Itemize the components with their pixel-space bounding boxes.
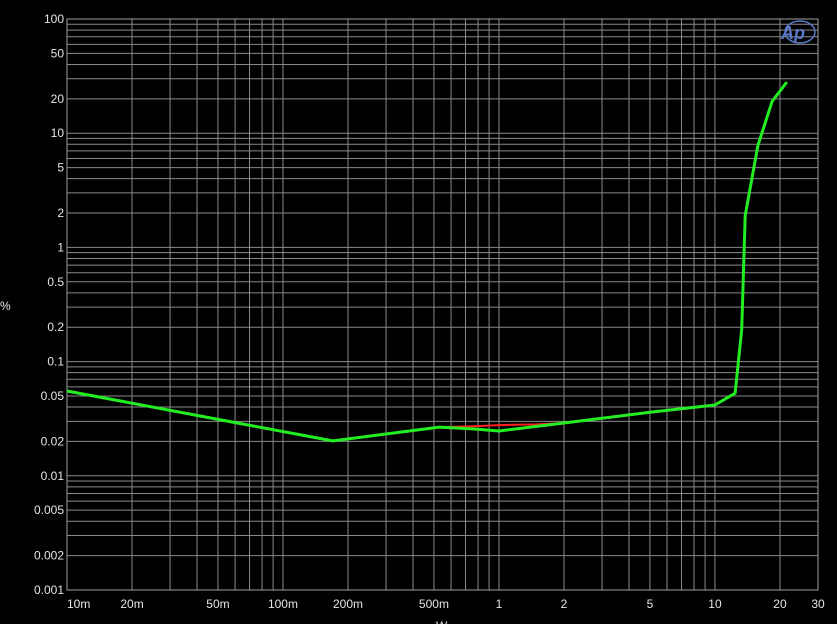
x-tick-label: 20m	[120, 597, 143, 611]
y-tick-label: 20	[51, 92, 65, 106]
y-tick-label: 0.01	[41, 469, 65, 483]
grid	[66, 18, 819, 591]
ap-logo: Ap	[780, 20, 816, 44]
series-line-1	[66, 81, 788, 443]
x-tick-label: 100m	[268, 597, 298, 611]
x-tick-label: 500m	[419, 597, 449, 611]
x-tick-label: 200m	[333, 597, 363, 611]
y-tick-label: 0.002	[34, 549, 64, 563]
y-tick-label: 0.5	[47, 275, 64, 289]
y-tick-label: 10	[51, 126, 65, 140]
plot-frame	[66, 18, 819, 591]
x-tick-label: 20	[773, 597, 787, 611]
y-tick-label: 0.05	[41, 389, 65, 403]
y-tick-label: 100	[44, 12, 64, 26]
x-tick-label: 30	[811, 597, 825, 611]
x-tick-label: 1	[496, 597, 503, 611]
y-tick-label: 5	[57, 161, 64, 175]
y-tick-label: 50	[51, 46, 65, 60]
x-tick-label: 10m	[67, 597, 90, 611]
x-tick-label: 10	[708, 597, 722, 611]
tick-labels: 10m 20m 50m 100m 200m 500m 1 2 5 10 20 30 100 50 20 10 5…	[34, 12, 825, 611]
y-tick-label: 0.005	[34, 503, 64, 517]
y-axis-label: %	[0, 299, 11, 313]
y-tick-label: 0.2	[47, 320, 64, 334]
series-group	[66, 81, 788, 443]
y-tick-label: 2	[57, 206, 64, 220]
y-tick-label: 0.1	[47, 355, 64, 369]
x-tick-label: 2	[561, 597, 568, 611]
y-tick-label: 0.001	[34, 583, 64, 597]
x-tick-label: 5	[647, 597, 654, 611]
x-tick-label: 50m	[206, 597, 229, 611]
x-axis-label: W	[436, 619, 448, 624]
svg-text:Ap: Ap	[780, 23, 805, 43]
y-tick-label: 0.02	[41, 434, 65, 448]
y-tick-label: 1	[57, 240, 64, 254]
